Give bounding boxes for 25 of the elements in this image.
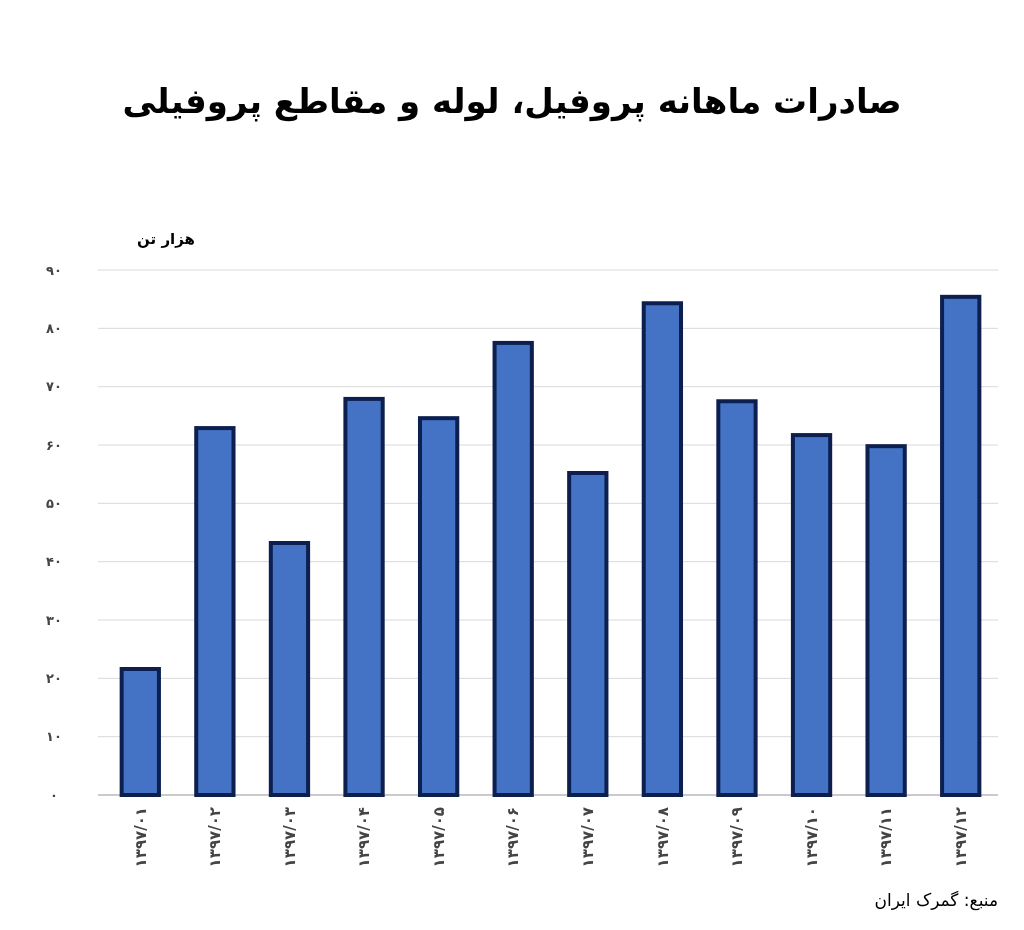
y-tick-label: ۷۰: [46, 379, 62, 395]
x-tick-label: ۱۳۹۷/۰۶: [504, 807, 523, 868]
x-tick-label: ۱۳۹۷/۰۲: [206, 807, 225, 868]
y-tick-label: ۰: [50, 787, 58, 803]
y-axis-title: هزار تن: [137, 230, 195, 248]
y-tick-label: ۱۰: [46, 729, 62, 745]
x-tick-label: ۱۳۹۷/۰۹: [728, 807, 747, 868]
y-tick-label: ۶۰: [46, 437, 62, 453]
x-tick-label: ۱۳۹۷/۱۲: [951, 807, 970, 868]
x-tick-label: ۱۳۹۷/۰۵: [429, 807, 448, 868]
x-tick-label: ۱۳۹۷/۰۸: [653, 807, 672, 868]
y-tick-label: ۹۰: [46, 262, 62, 278]
x-tick-label: ۱۳۹۷/۰۴: [355, 807, 374, 868]
y-tick-label: ۳۰: [46, 612, 62, 628]
y-tick-label: ۴۰: [46, 554, 62, 570]
x-tick-label: ۱۳۹۷/۱۰: [802, 807, 821, 868]
text: منبع: گمرک ایران: [874, 890, 998, 911]
x-tick-label: ۱۳۹۷/۰۷: [579, 807, 598, 868]
y-tick-label: ۲۰: [46, 670, 62, 686]
chart-title: صادرات ماهانه پروفیل، لوله و مقاطع پروفیلی: [122, 81, 902, 122]
y-tick-label: ۵۰: [46, 495, 62, 511]
x-tick-label: ۱۳۹۷/۰۱: [131, 807, 150, 868]
y-tick-label: ۸۰: [46, 320, 62, 336]
x-tick-label: ۱۳۹۷/۰۳: [280, 807, 299, 868]
x-tick-label: ۱۳۹۷/۱۱: [877, 807, 896, 868]
